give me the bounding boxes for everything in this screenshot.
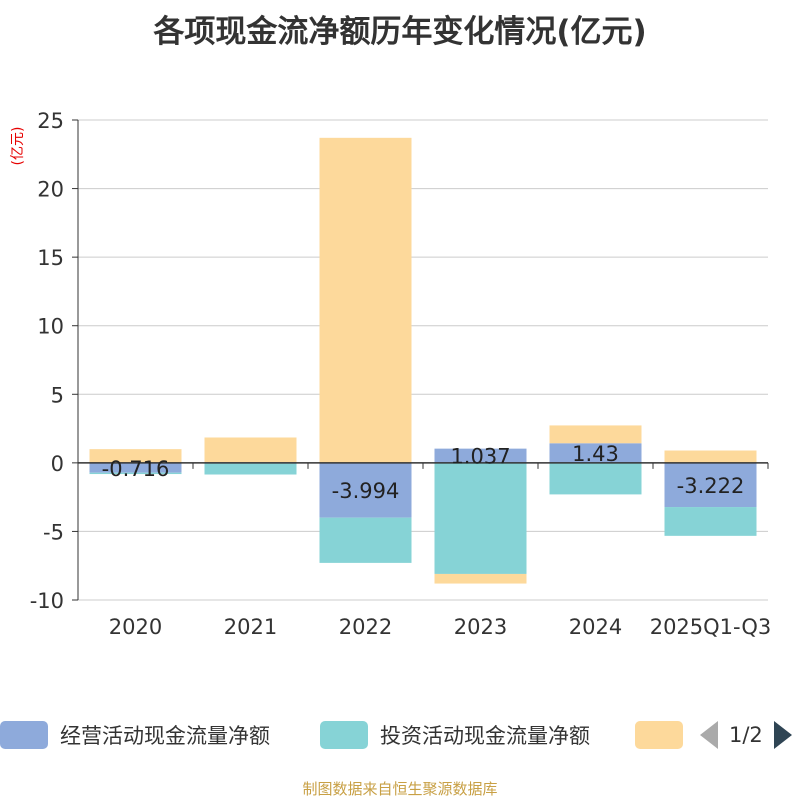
- y-tick-label: 15: [37, 246, 64, 270]
- legend-page-indicator: 1/2: [729, 723, 763, 747]
- legend-item-financing[interactable]: [635, 720, 683, 750]
- bar-series0-2023: [434, 448, 527, 463]
- bar-series2-2020: [89, 449, 182, 463]
- y-tick-label: 5: [51, 383, 64, 407]
- legend-label-investing: 投资活动现金流量净额: [380, 724, 590, 748]
- chart-plot: (亿元) 25 20 15 10 5 0 -5 -10 2020 2021 2022 2023 2024 2…: [10, 109, 772, 639]
- legend-next-page-icon[interactable]: [773, 721, 792, 749]
- data-label-2023: 1.037: [450, 445, 510, 469]
- legend-prev-page-icon[interactable]: [700, 721, 718, 749]
- bar-series1-2020: [89, 472, 182, 475]
- x-tick-label: 2024: [569, 615, 622, 639]
- x-tick-label: 2023: [454, 615, 507, 639]
- y-tick-label: 20: [37, 178, 64, 202]
- data-label-2025Q1-Q3: -3.222: [677, 474, 745, 498]
- legend-swatch-investing: [320, 721, 368, 749]
- bar-series1-2021: [204, 462, 297, 475]
- bar-series0-2020: [89, 462, 182, 473]
- bar-series2-2022: [319, 137, 412, 463]
- bar-series1-2024: [549, 462, 642, 495]
- data-source-note: 制图数据来自恒生聚源数据库: [302, 780, 498, 798]
- y-tick-label: 0: [51, 452, 64, 476]
- chart-title: 各项现金流净额历年变化情况(亿元): [153, 14, 647, 50]
- y-tick-label: 10: [37, 315, 64, 339]
- bar-series0-2025Q1-Q3: [664, 462, 757, 508]
- y-tick-label: -5: [43, 520, 64, 544]
- y-axis-unit-label: (亿元): [10, 127, 26, 166]
- legend-swatch-financing: [635, 721, 683, 749]
- legend-item-investing[interactable]: 投资活动现金流量净额: [320, 720, 590, 750]
- bar-series1-2023: [434, 462, 527, 574]
- y-tick-label: -10: [30, 589, 64, 613]
- bar-series0-2022: [319, 462, 412, 518]
- bar-series0-2024: [549, 443, 642, 463]
- legend-label-operating: 经营活动现金流量净额: [60, 724, 270, 748]
- x-tick-label: 2020: [109, 615, 162, 639]
- bar-series2-2024: [549, 425, 642, 444]
- bar-series2-2021: [204, 437, 297, 463]
- legend-pager: 1/2: [700, 715, 792, 755]
- x-tick-label: 2022: [339, 615, 392, 639]
- data-label-2020: -0.716: [102, 457, 170, 481]
- x-tick-label: 2021: [224, 615, 277, 639]
- data-label-2022: -3.994: [332, 479, 400, 503]
- y-tick-label: 25: [37, 109, 64, 133]
- legend-swatch-operating: [0, 721, 48, 749]
- x-tick-label: 2025Q1-Q3: [650, 615, 772, 639]
- data-label-2024: 1.43: [572, 442, 619, 466]
- bar-series2-2023: [434, 573, 527, 584]
- chart-legend: 经营活动现金流量净额 投资活动现金流量净额 1/2: [0, 715, 800, 755]
- bar-series2-2025Q1-Q3: [664, 450, 757, 463]
- bar-series1-2025Q1-Q3: [664, 507, 757, 536]
- bar-series1-2022: [319, 517, 412, 563]
- legend-item-operating[interactable]: 经营活动现金流量净额: [0, 720, 270, 750]
